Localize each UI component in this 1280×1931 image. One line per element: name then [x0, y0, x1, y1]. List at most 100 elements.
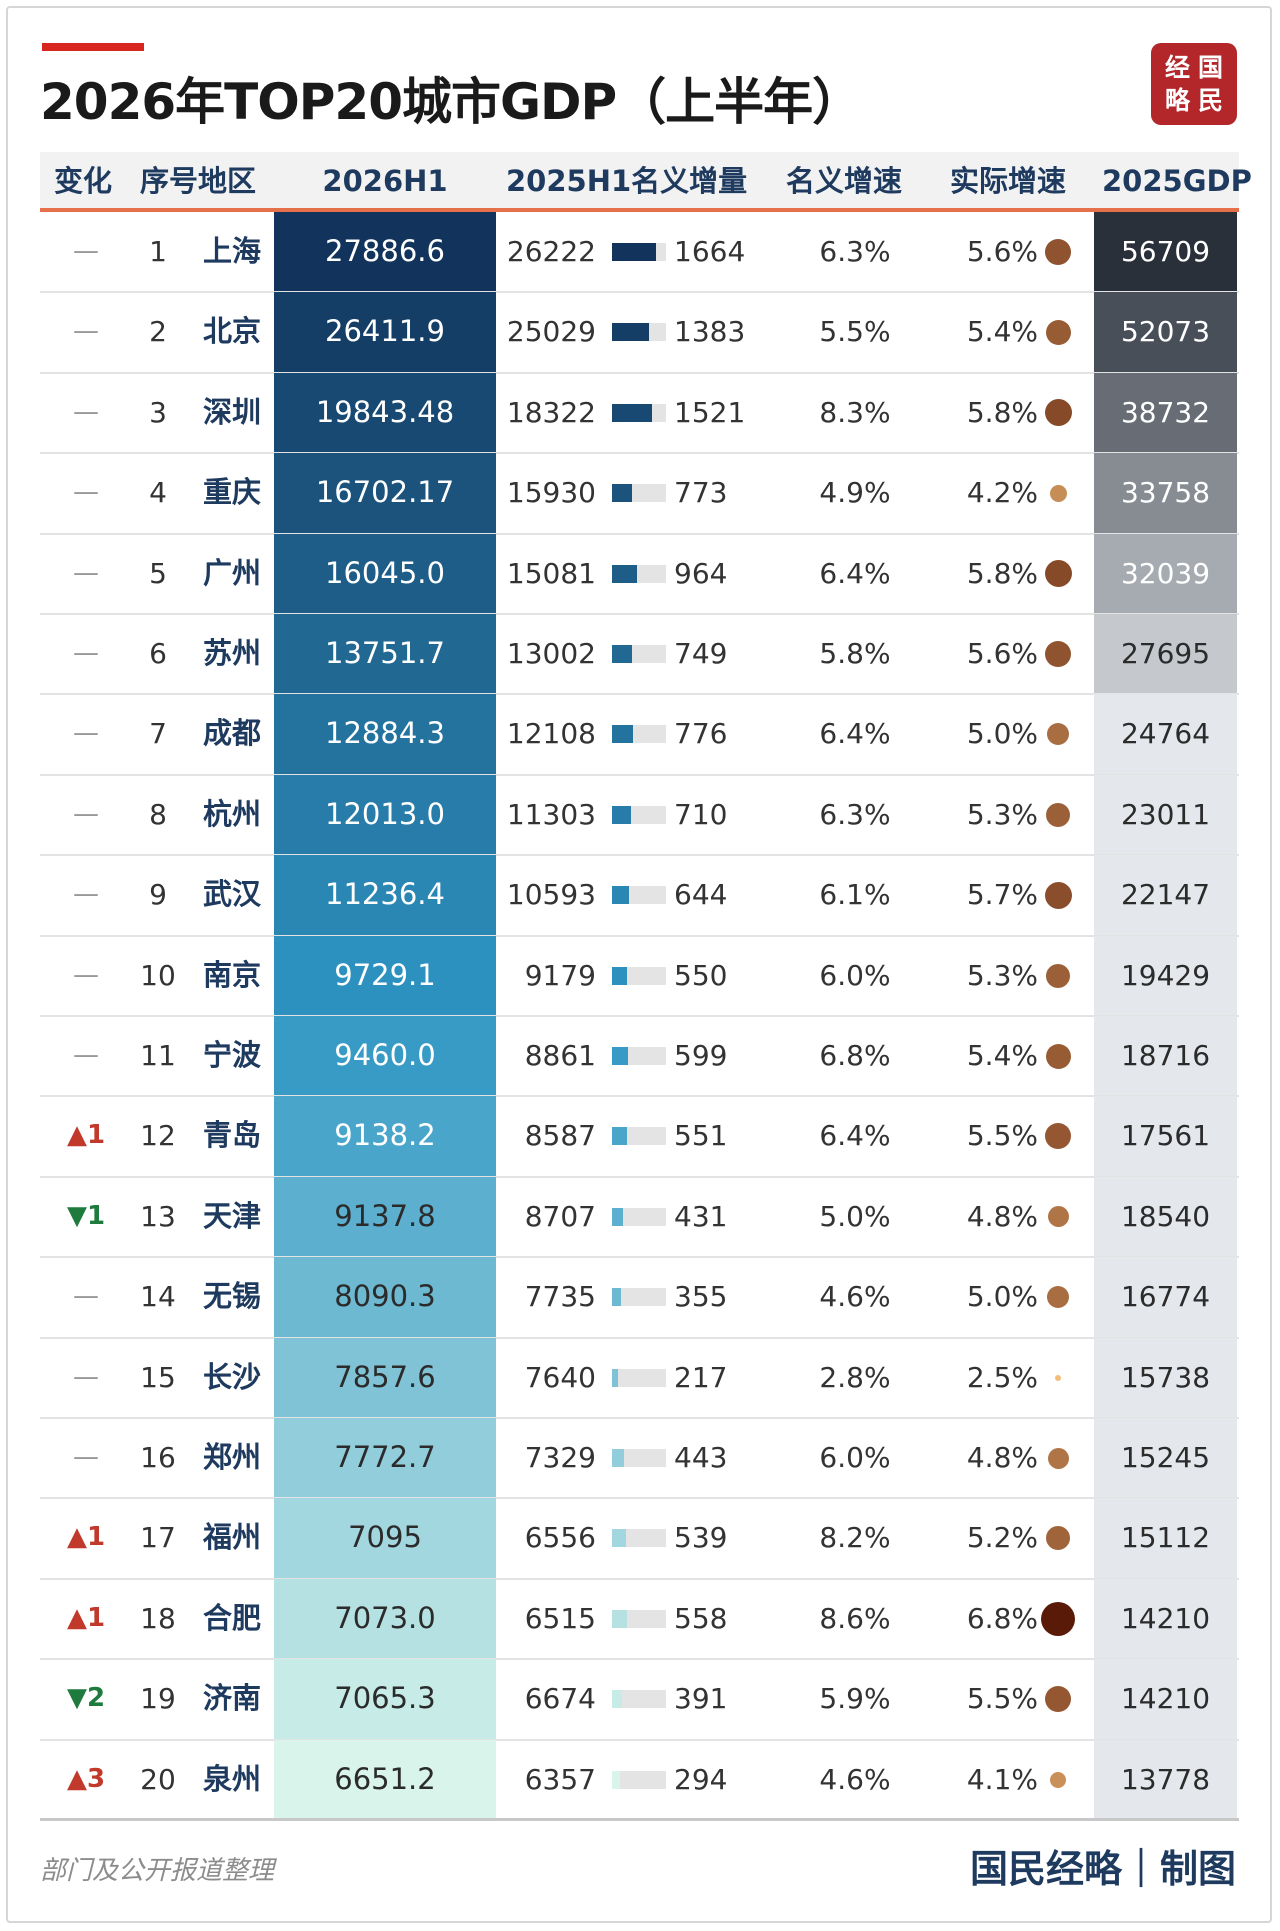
real-growth-dot — [1045, 641, 1071, 667]
h1-2025-value: 7735 — [524, 1280, 596, 1314]
increase-value: 644 — [674, 878, 728, 912]
row-separator — [40, 935, 1239, 937]
increase-value: 550 — [674, 958, 728, 992]
gdp-cell-bg — [1094, 694, 1237, 774]
real-growth-dot — [1046, 1044, 1071, 1069]
h1-cell-bg — [274, 855, 496, 935]
real-growth: 5.6% — [966, 235, 1038, 268]
rank-number: 9 — [149, 878, 167, 912]
rank-number: 11 — [140, 1039, 176, 1072]
row-separator — [40, 1497, 1239, 1499]
row-separator — [40, 1578, 1239, 1580]
rank-change: — — [73, 879, 99, 910]
rank-change: — — [73, 316, 99, 347]
gdp-2025-value: 32039 — [1120, 556, 1211, 590]
increase-value: 294 — [674, 1762, 728, 1796]
increase-value: 1521 — [674, 395, 746, 429]
nominal-growth: 4.9% — [819, 476, 891, 510]
h1-cell-bg — [274, 1257, 496, 1337]
h1-2025-value: 8587 — [524, 1119, 596, 1153]
nominal-growth: 6.8% — [819, 1039, 891, 1072]
gdp-cell-bg — [1094, 1739, 1237, 1819]
real-growth: 5.3% — [966, 797, 1038, 831]
increase-bar — [612, 1207, 623, 1226]
real-growth-dot — [1050, 485, 1067, 502]
h1-2026-value: 19843.48 — [315, 394, 455, 429]
real-growth: 5.8% — [966, 395, 1038, 429]
nominal-growth: 8.3% — [819, 395, 891, 429]
h1-2026-value: 7857.6 — [334, 1359, 436, 1394]
real-growth-dot — [1041, 1602, 1075, 1636]
gdp-2025-value: 16774 — [1120, 1280, 1211, 1314]
increase-bar — [612, 1288, 621, 1307]
row-separator — [40, 291, 1239, 293]
h1-2025-value: 8707 — [524, 1199, 596, 1233]
real-growth: 6.8% — [966, 1601, 1038, 1635]
real-growth-dot — [1047, 1286, 1069, 1308]
real-growth: 4.1% — [966, 1762, 1038, 1796]
row-separator — [40, 1337, 1239, 1339]
rank-number: 18 — [140, 1601, 176, 1635]
real-growth: 5.0% — [966, 1280, 1038, 1314]
header-rank-region: 序号地区 — [140, 164, 257, 198]
gdp-cell-bg — [1094, 1659, 1237, 1739]
real-growth: 2.5% — [966, 1360, 1038, 1394]
city-name: 郑州 — [202, 1440, 261, 1474]
city-name: 杭州 — [202, 796, 261, 831]
rank-number: 8 — [149, 797, 167, 831]
h1-2025-value: 26222 — [506, 235, 596, 268]
gdp-cell-bg — [1094, 1176, 1237, 1257]
h1-cell-bg — [274, 212, 496, 292]
real-growth-dot — [1045, 560, 1072, 587]
increase-bar — [612, 1047, 628, 1065]
increase-bar — [612, 564, 637, 583]
nominal-growth: 5.8% — [819, 637, 891, 670]
increase-value: 773 — [674, 476, 728, 510]
real-growth: 5.7% — [966, 878, 1038, 912]
gdp-cell-bg — [1094, 1418, 1237, 1498]
gdp-2025-value: 56709 — [1120, 235, 1211, 268]
city-name: 成都 — [202, 716, 261, 751]
h1-2025-value: 13002 — [506, 637, 596, 670]
increase-value: 964 — [674, 556, 728, 590]
increase-value: 776 — [674, 717, 728, 751]
rank-change: ▲1 — [66, 1602, 106, 1633]
increase-value: 431 — [674, 1199, 728, 1233]
city-name: 福州 — [202, 1520, 261, 1555]
rank-change: — — [73, 718, 99, 749]
h1-2026-value: 16045.0 — [325, 555, 445, 590]
h1-2025-value: 18322 — [506, 395, 596, 429]
h1-cell-bg — [274, 292, 496, 372]
increase-bar — [612, 1449, 624, 1467]
h1-2025-value: 8861 — [524, 1039, 596, 1072]
increase-bar-track — [612, 1690, 666, 1709]
increase-value: 599 — [674, 1039, 728, 1072]
h1-2026-value: 7073.0 — [334, 1600, 436, 1635]
gdp-2025-value: 14210 — [1120, 1601, 1211, 1635]
increase-value: 539 — [674, 1521, 728, 1555]
h1-2026-value: 11236.4 — [325, 877, 445, 912]
rank-number: 7 — [149, 717, 167, 751]
header-2025gdp: 2025GDP — [1102, 164, 1252, 198]
real-growth-dot — [1046, 964, 1070, 988]
h1-2025-value: 15930 — [506, 476, 596, 510]
nominal-growth: 6.1% — [819, 878, 891, 912]
h1-cell-bg — [274, 935, 496, 1015]
real-growth: 4.8% — [966, 1199, 1038, 1233]
gdp-2025-value: 33758 — [1120, 476, 1211, 510]
rank-number: 17 — [140, 1521, 176, 1555]
logo-char-1: 经 — [1164, 53, 1190, 82]
gdp-cell-bg — [1094, 533, 1237, 613]
gdp-cell-bg — [1094, 1498, 1237, 1578]
city-name: 南京 — [202, 957, 261, 992]
rank-change: — — [73, 477, 99, 508]
row-separator — [40, 1739, 1239, 1741]
h1-cell-bg — [274, 774, 496, 855]
real-growth-dot — [1045, 1123, 1071, 1149]
nominal-growth: 6.4% — [819, 1119, 891, 1153]
city-name: 青岛 — [202, 1118, 261, 1153]
chart-title: 2026年TOP20城市GDP（上半年） — [40, 73, 862, 131]
city-name: 长沙 — [202, 1359, 261, 1394]
real-growth: 4.8% — [966, 1441, 1038, 1474]
rank-number: 14 — [140, 1280, 176, 1314]
